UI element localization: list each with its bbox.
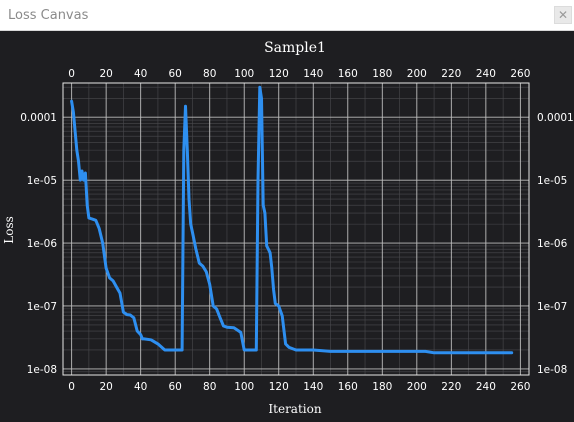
x-tick-label-bottom: 200 [407,381,427,393]
x-tick-label-top: 180 [372,68,392,80]
y-tick-label-right: 1e-05 [537,175,567,187]
x-tick-label-bottom: 20 [99,381,112,393]
x-tick-label-top: 220 [441,68,461,80]
x-tick-label-top: 0 [68,68,75,80]
y-tick-label-left: 1e-06 [27,238,58,250]
plot-area: 0.0001 0.0001 1e-05 1e-05 1e-06 1e-06 1e-07 1e-… [0,31,574,417]
x-tick-label-bottom: 60 [168,381,181,393]
minor-gridlines [63,83,529,375]
x-tick-label-top: 100 [234,68,254,80]
x-tick-label-bottom: 240 [476,381,496,393]
x-tick-label-bottom: 100 [234,381,254,393]
x-axis-label: Iteration [268,402,321,416]
x-tick-label-top: 40 [134,68,147,80]
x-tick-label-bottom: 140 [303,381,323,393]
loss-series-line [70,85,514,355]
y-tick-label-left: 0.0001 [20,112,57,124]
x-tick-label-bottom: 160 [338,381,358,393]
x-tick-label-top: 260 [510,68,530,80]
y-tick-label-left: 1e-07 [27,301,57,313]
y-axis-label: Loss [2,216,16,244]
x-tick-label-top: 20 [99,68,112,80]
x-tick-label-top: 200 [407,68,427,80]
loss-chart: 0.0001 0.0001 1e-05 1e-05 1e-06 1e-06 1e-07 1e-… [2,40,574,416]
chart-title: Sample1 [264,40,326,56]
x-tick-label-bottom: 40 [134,381,147,393]
x-tick-label-top: 140 [303,68,323,80]
close-button[interactable]: ✕ [554,6,572,24]
plot-frame [62,82,530,376]
y-tick-label-left: 1e-05 [27,175,57,187]
x-tick-label-top: 80 [203,68,216,80]
y-tick-label-right: 0.0001 [537,112,574,124]
window-title: Loss Canvas [8,8,89,23]
x-tick-label-bottom: 80 [203,381,216,393]
axis-ticks: 0.0001 0.0001 1e-05 1e-05 1e-06 1e-06 1e-07 1e-… [20,68,574,393]
x-tick-label-bottom: 220 [441,381,461,393]
series-layer [70,85,514,355]
x-tick-label-bottom: 260 [510,381,530,393]
x-tick-label-top: 120 [269,68,289,80]
y-tick-label-right: 1e-07 [537,301,567,313]
y-tick-label-left: 1e-08 [27,364,57,376]
x-tick-label-top: 60 [168,68,181,80]
x-tick-label-top: 240 [476,68,496,80]
y-tick-label-right: 1e-08 [537,364,567,376]
window-titlebar: Loss Canvas ✕ [0,0,574,31]
x-tick-label-bottom: 180 [372,381,392,393]
x-tick-label-top: 160 [338,68,358,80]
y-tick-label-right: 1e-06 [537,238,568,250]
major-gridlines [63,83,529,375]
x-tick-label-bottom: 0 [68,381,75,393]
x-tick-label-bottom: 120 [269,381,289,393]
